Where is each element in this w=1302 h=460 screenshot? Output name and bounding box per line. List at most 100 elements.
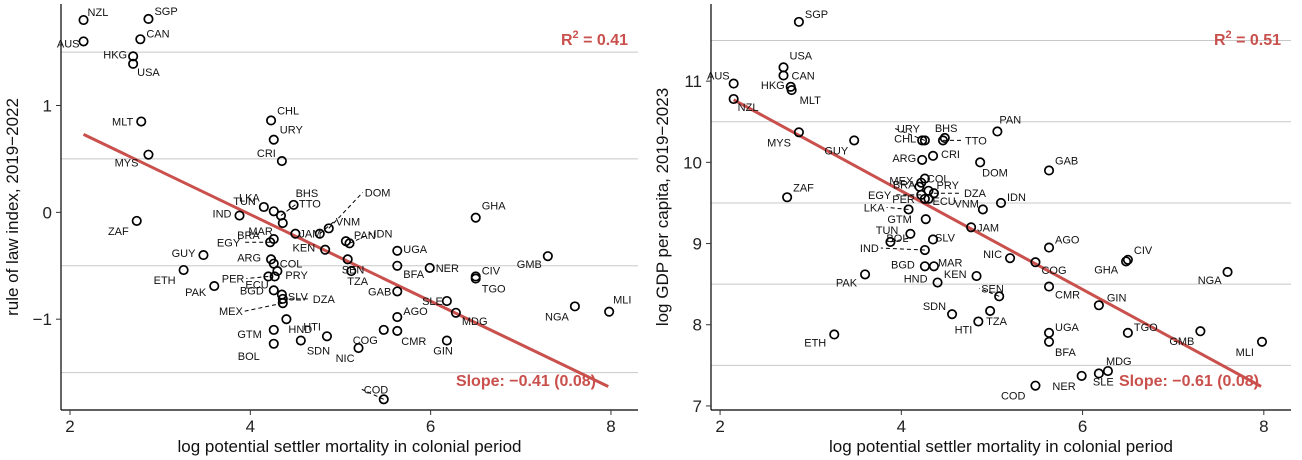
y-tick-label: 8 <box>693 316 702 335</box>
point-label: COD <box>364 384 389 396</box>
point-label: VNM <box>954 198 978 210</box>
point-label: ARG <box>237 252 261 264</box>
point-label: AUS <box>707 71 730 83</box>
data-point <box>178 264 189 276</box>
label-leader-line <box>280 203 298 216</box>
point-label: KEN <box>944 269 967 281</box>
label-leader-line <box>880 247 925 251</box>
point-label: GTM <box>237 329 261 341</box>
data-point <box>927 234 939 245</box>
data-point <box>268 285 279 296</box>
data-point <box>277 298 288 309</box>
point-label: MDG <box>1106 356 1132 368</box>
data-point <box>295 335 306 346</box>
data-point <box>268 206 279 217</box>
data-point <box>128 58 139 69</box>
point-label: AGO <box>1055 235 1080 247</box>
data-point <box>78 14 89 26</box>
data-point <box>272 266 283 277</box>
point-label: GMB <box>517 259 542 271</box>
data-point <box>728 93 739 105</box>
point-label: CIV <box>482 265 501 277</box>
point-label: GAB <box>1055 155 1078 167</box>
point-label: DOM <box>365 187 391 199</box>
x-tick-label: 2 <box>65 417 74 436</box>
data-point <box>346 266 357 277</box>
data-point <box>198 250 209 261</box>
data-point <box>1122 254 1133 265</box>
data-point <box>971 270 982 282</box>
point-label: NER <box>436 263 459 275</box>
data-point <box>793 127 804 138</box>
r-squared-value: = 0.51 <box>1232 32 1281 49</box>
x-tick-label: 2 <box>715 417 724 436</box>
data-point <box>917 135 928 146</box>
x-tick-label: 8 <box>1259 417 1268 436</box>
data-point <box>1043 165 1055 176</box>
point-label: TTO <box>965 135 987 147</box>
data-point <box>234 210 245 221</box>
data-point <box>263 271 274 282</box>
point-label: SLV <box>288 292 309 304</box>
data-point <box>314 228 325 239</box>
point-label: TZA <box>347 276 368 288</box>
r-squared-exponent: 2 <box>573 29 579 41</box>
point-label: SDN <box>923 301 946 313</box>
point-label: NZL <box>738 102 759 114</box>
r-squared-annotation: R2 = 0.51 <box>1214 29 1281 49</box>
data-point <box>1122 327 1133 338</box>
point-label: PAK <box>185 287 207 299</box>
data-point <box>277 293 288 304</box>
point-label: GIN <box>1107 292 1127 304</box>
r-squared-annotation: R2 = 0.41 <box>561 29 628 49</box>
point-label: EGY <box>217 237 241 249</box>
data-point <box>269 271 280 282</box>
data-point <box>920 214 931 225</box>
data-point <box>268 234 279 245</box>
data-point <box>470 212 481 223</box>
point-label: BGD <box>891 259 915 271</box>
data-point <box>1030 257 1041 268</box>
slope-annotation: Slope: −0.61 (0.08) <box>1119 373 1259 390</box>
point-label: BHS <box>935 123 958 135</box>
data-point <box>975 157 986 168</box>
data-point <box>885 236 896 247</box>
point-label: PER <box>892 194 915 206</box>
data-point <box>288 199 299 210</box>
point-label: PAK <box>836 277 858 289</box>
point-label: NZL <box>88 7 109 19</box>
data-point <box>392 260 403 271</box>
point-label: HTI <box>303 321 321 333</box>
data-point <box>992 126 1003 137</box>
data-point <box>78 36 89 47</box>
y-tick-label: 10 <box>683 153 702 172</box>
data-point <box>1076 370 1087 381</box>
x-tick-label: 6 <box>1078 417 1087 436</box>
data-point <box>392 325 403 336</box>
point-label: IDN <box>374 228 393 240</box>
data-point <box>441 335 452 346</box>
point-label: HND <box>904 274 928 286</box>
point-label: TTO <box>299 199 321 211</box>
data-point <box>966 222 977 233</box>
point-label: TGO <box>1134 322 1158 334</box>
point-label: ETH <box>154 275 176 287</box>
data-point <box>321 331 333 342</box>
point-label: CHL <box>894 133 916 145</box>
label-leader-line <box>328 192 364 229</box>
point-label: SLE <box>1093 376 1114 388</box>
rule-of-law-panel: 2 4 6 8 −1 0 1 log potential settler mortality … <box>3 4 638 456</box>
data-point <box>1102 365 1113 377</box>
data-point <box>569 301 580 312</box>
point-label: COG <box>1041 265 1066 277</box>
point-label: HTI <box>955 324 973 336</box>
data-point <box>1043 281 1055 292</box>
data-point <box>928 261 939 272</box>
data-point <box>903 204 914 215</box>
data-point <box>977 204 988 215</box>
point-label: ECU <box>933 196 956 208</box>
point-label: SGP <box>805 9 828 21</box>
point-label: MLI <box>1236 347 1254 359</box>
data-point <box>919 261 930 272</box>
